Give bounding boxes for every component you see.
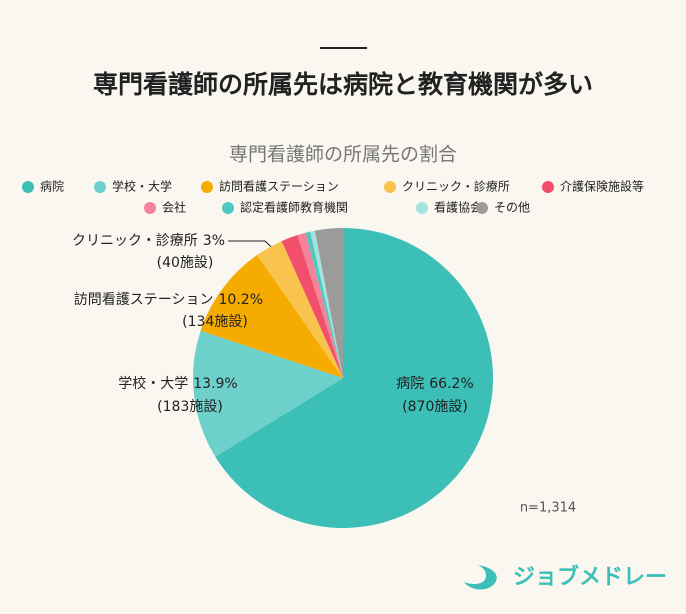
brand-logo	[464, 565, 497, 590]
legend-label: 訪問看護ステーション	[219, 179, 339, 194]
pie-slice	[193, 330, 343, 457]
pie-slice	[200, 255, 343, 378]
slice-count: (40施設)	[157, 255, 214, 271]
slice-count: (183施設)	[157, 399, 223, 415]
legend-swatch	[384, 181, 396, 193]
legend-swatch	[222, 202, 234, 214]
slice-count: (870施設)	[402, 399, 468, 415]
legend-swatch	[542, 181, 554, 193]
legend-swatch	[416, 202, 428, 214]
legend-label: クリニック・診療所	[402, 179, 510, 194]
legend-swatch	[22, 181, 34, 193]
legend-label: その他	[494, 201, 530, 215]
slice-value: 10.2%	[219, 292, 263, 308]
legend-swatch	[201, 181, 213, 193]
sample-size: n=1,314	[520, 501, 576, 516]
legend-label: 病院	[40, 179, 64, 194]
legend-label: 学校・大学	[112, 179, 172, 194]
headline: 専門看護師の所属先は病院と教育機関が多い	[93, 70, 593, 99]
legend-swatch	[144, 202, 156, 214]
legend-label: 会社	[162, 200, 186, 215]
legend-swatch	[476, 202, 488, 214]
legend-swatch	[94, 181, 106, 193]
slice-category: クリニック・診療所	[72, 232, 198, 249]
brand-name: ジョブメドレー	[513, 564, 667, 590]
slice-value: 13.9%	[193, 376, 237, 392]
slice-count: (134施設)	[182, 314, 248, 330]
slice-label: 訪問看護ステーション 10.2%	[74, 292, 263, 308]
pie-slice	[215, 228, 493, 528]
slice-label: 学校・大学 13.9%	[118, 375, 237, 392]
pie-slice	[281, 235, 343, 378]
legend-label: 認定看護師教育機関	[240, 200, 348, 215]
chart-title: 専門看護師の所属先の割合	[229, 144, 457, 166]
legend-label: 介護保険施設等	[560, 179, 644, 194]
slice-category: 訪問看護ステーション	[74, 292, 214, 308]
pie-slice	[257, 241, 343, 378]
slice-label: 病院 66.2%	[396, 376, 473, 392]
pie-slice	[297, 232, 343, 378]
pie-slice	[310, 230, 343, 378]
pie-slice	[305, 231, 343, 378]
slice-value: 66.2%	[429, 376, 473, 392]
slice-category: 病院	[396, 376, 424, 392]
pie-slice	[314, 228, 343, 378]
slice-value: 3%	[203, 233, 225, 249]
legend-label: 看護協会	[434, 200, 482, 215]
slice-label: クリニック・診療所 3%	[72, 232, 225, 249]
slice-category: 学校・大学	[118, 375, 188, 392]
